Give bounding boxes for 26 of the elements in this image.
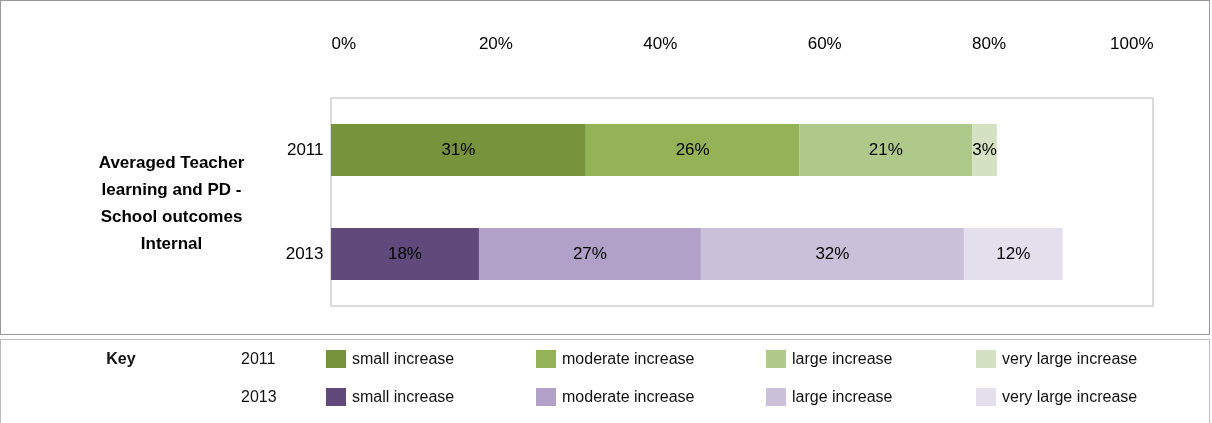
data-label: 26% xyxy=(675,140,710,159)
data-label: 3% xyxy=(972,140,997,159)
x-tick-label: 40% xyxy=(643,33,678,53)
data-label: 12% xyxy=(996,244,1031,263)
text: large increase xyxy=(792,387,893,405)
x-tick-label: 100% xyxy=(1110,33,1154,53)
data-label: 27% xyxy=(572,244,607,263)
text: moderate increase xyxy=(562,387,695,405)
x-tick-label: 60% xyxy=(807,33,842,53)
legend-label: very large increase xyxy=(1001,348,1139,369)
data-label: 31% xyxy=(441,140,476,159)
x-tick-label: 0% xyxy=(331,33,357,53)
text: very large increase xyxy=(1002,387,1138,405)
data-label: 32% xyxy=(815,244,850,263)
y-axis-title: Averaged Teacher learning and PD - School outcomes Internal xyxy=(98,152,245,253)
data-label: 21% xyxy=(868,140,903,159)
text: small increase xyxy=(352,387,455,405)
legend-title: Key xyxy=(105,349,137,369)
legend-label: moderate increase xyxy=(561,348,696,369)
x-tick-label: 20% xyxy=(478,33,513,53)
x-tick-label: 80% xyxy=(972,33,1007,53)
category-label: 2011 xyxy=(241,350,276,367)
legend-label: large increase xyxy=(791,348,894,369)
category-label: 2013 xyxy=(241,388,277,405)
legend-label: small increase xyxy=(351,348,456,369)
data-label: 18% xyxy=(387,244,422,263)
